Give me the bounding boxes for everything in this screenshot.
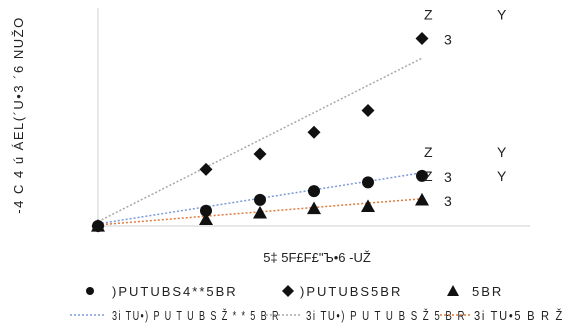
legend-label-trend-2: 3i TU•5 B R Ž [474, 308, 564, 323]
equation-0-line1-a: Z [424, 7, 433, 23]
trendline-1 [97, 57, 423, 223]
legend-item-trend-2: 3i TU•5 B R Ž [440, 308, 564, 323]
point-series-0-5 [416, 169, 428, 182]
legend: )PUTUBS4**5BR )PUTUBS5BR 5BR 3i TU•) P U… [70, 284, 564, 323]
point-series-2-0 [91, 219, 105, 232]
point-series-2-3 [307, 201, 321, 215]
equation-1-line1-b: Y [497, 144, 507, 160]
legend-label-series-1: )PUTUBS5BR [300, 284, 402, 299]
legend-label-trend-1: 3i TU•) P U T U B S Ž 5 B R [306, 308, 466, 323]
point-series-0-3 [308, 185, 320, 198]
equation-1-line2: 3 [444, 169, 452, 185]
legend-item-series-1: )PUTUBS5BR [282, 284, 402, 299]
point-series-1-5 [415, 32, 429, 46]
point-series-2-4 [361, 199, 375, 212]
point-series-1-3 [307, 125, 321, 139]
point-series-1-2 [253, 147, 267, 161]
legend-label-series-0: )PUTUBS4**5BR [112, 284, 238, 299]
legend-marker-diamond [282, 285, 294, 297]
point-series-0-1 [200, 204, 212, 217]
point-series-1-1 [199, 162, 213, 176]
point-series-0-4 [362, 176, 374, 189]
equation-2-line1-b: Y [497, 168, 507, 184]
equation-1-line1-a: Z [424, 144, 433, 160]
legend-label-series-2: 5BR [472, 284, 503, 299]
y-axis-label: -4 C 4 ú ÁEL(´U•3 ´6 NUŽO [11, 16, 26, 213]
legend-marker-circle [86, 287, 94, 295]
legend-marker-triangle [447, 285, 459, 296]
legend-item-series-0: )PUTUBS4**5BR [86, 284, 238, 299]
legend-label-trend-0: 3i TU•) P U T U B S Ž * * 5 B R [112, 308, 280, 323]
point-series-0-2 [254, 193, 266, 206]
legend-item-trend-0: 3i TU•) P U T U B S Ž * * 5 B R [70, 308, 280, 323]
legend-item-series-2: 5BR [447, 284, 503, 299]
equation-0-line1-b: Y [497, 7, 507, 23]
equation-2-line2: 3 [444, 193, 452, 209]
equation-2-line1-a: Z [424, 168, 433, 184]
point-series-1-4 [361, 103, 375, 117]
trendline-equations: Z Y3Z Y3Z Y3 [424, 7, 507, 209]
axes [97, 8, 530, 227]
equation-0-line2: 3 [444, 32, 452, 48]
data-markers [91, 32, 429, 233]
point-series-2-5 [415, 192, 429, 206]
legend-item-trend-1: 3i TU•) P U T U B S Ž 5 B R [266, 308, 466, 323]
point-series-2-2 [253, 205, 267, 219]
point-series-2-1 [199, 212, 213, 226]
x-axis-label: 5‡ 5F£F£"Ъ•6 -UŽ [263, 250, 371, 265]
